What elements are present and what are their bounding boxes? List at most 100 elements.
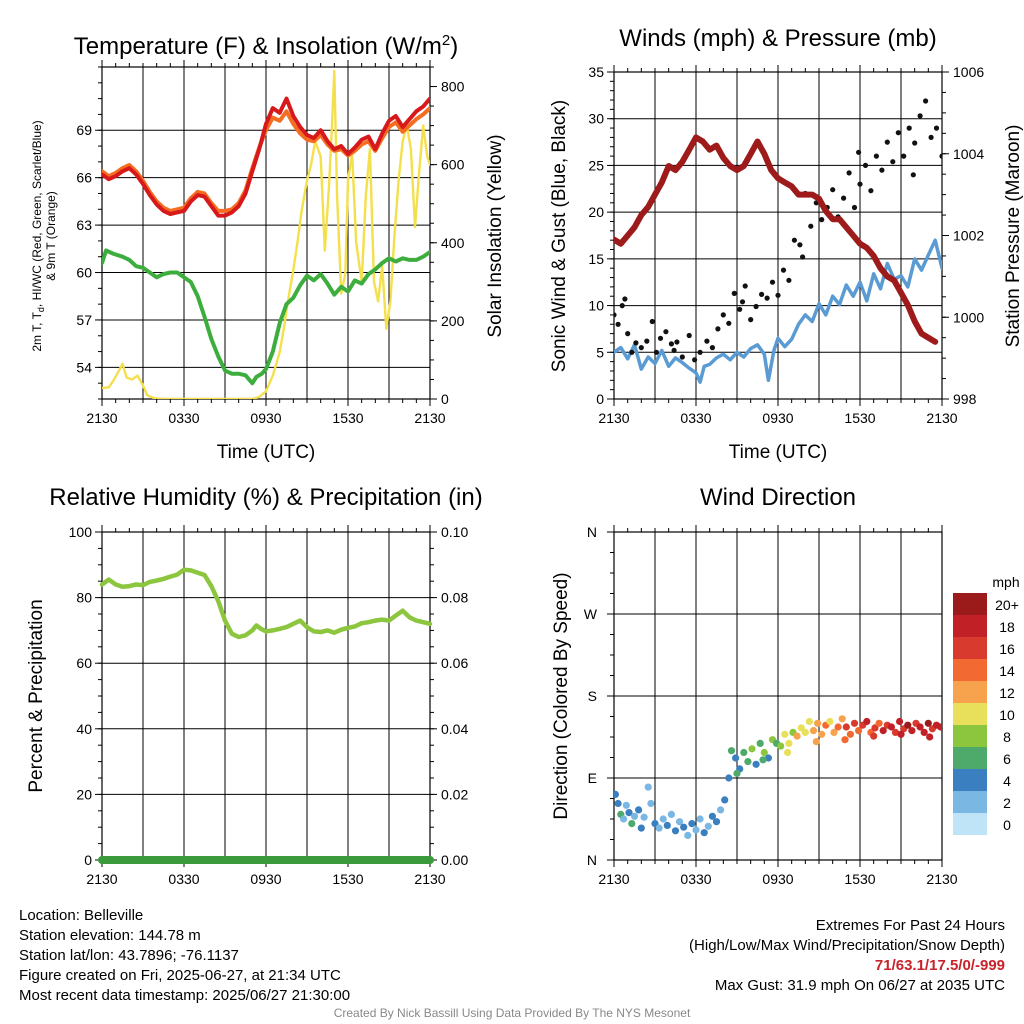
gust-point [841, 195, 847, 201]
gust-point [895, 130, 901, 136]
legend-label: 14 [999, 663, 1015, 679]
gust-point [657, 335, 664, 341]
legend-label: 20+ [995, 597, 1019, 613]
direction-point [727, 747, 736, 755]
gust-point [928, 134, 934, 140]
wind-left-y-tick-label: 5 [596, 344, 604, 360]
wind-speed-color-legend: mph 20+ 18 16 14 12 10 8 6 4 2 0 [953, 574, 1020, 835]
dir-x-tick-label: 2130 [926, 871, 957, 887]
direction-point [937, 723, 942, 731]
direction-point [818, 730, 826, 738]
humidity-left-axis-label: Percent & Precipitation [26, 599, 47, 792]
direction-point [740, 748, 748, 757]
gust-point [653, 349, 660, 355]
direction-point [841, 736, 849, 744]
dir-x-tick-label: 0930 [762, 871, 793, 887]
temp-right-y-tick-label: 0 [441, 391, 449, 407]
winds-panel-title: Winds (mph) & Pressure (mb) [619, 25, 936, 52]
gust-point [868, 188, 874, 194]
legend-title: mph [992, 574, 1019, 590]
legend-swatch [953, 791, 987, 813]
temp-x-tick-label: 0330 [168, 410, 199, 426]
direction-point [846, 730, 855, 738]
gust-point [686, 332, 692, 339]
direction-point [744, 758, 752, 766]
rh-left-y-tick-label: 20 [76, 786, 92, 802]
gust-point [780, 267, 787, 273]
dir-y-tick-label: S [588, 688, 597, 704]
gust-point [873, 153, 880, 159]
direction-point [756, 739, 764, 748]
wind-right-y-tick-label: 998 [953, 391, 977, 407]
wind-right-y-tick-label: 1004 [953, 146, 984, 162]
temp-left-y-tick-label: 54 [76, 359, 92, 375]
temp-x-tick-label: 0930 [250, 410, 281, 426]
direction-left-axis-label: Direction (Colored By Speed) [551, 572, 572, 819]
gust-point [619, 303, 625, 309]
gust-point [668, 341, 675, 347]
gust-point [769, 279, 776, 285]
direction-point [663, 821, 671, 830]
direction-point [924, 719, 932, 727]
rh-right-y-tick-label: 0.04 [441, 721, 468, 737]
gust-point [808, 223, 814, 229]
winds-x-axis-label: Time (UTC) [729, 442, 828, 463]
direction-point [760, 748, 768, 757]
dir-x-tick-label: 2130 [598, 871, 629, 887]
recent-data-text: Most recent data timestamp: 2025/06/27 2… [19, 987, 351, 1004]
direction-point [692, 826, 700, 834]
direction-point [614, 799, 622, 808]
dir-y-tick-label: N [587, 852, 597, 868]
temperature-panel-title: Temperature (F) & Insolation (W/m2) [74, 32, 458, 60]
wind-left-y-tick-label: 15 [588, 251, 604, 267]
temperature-x-axis-label: Time (UTC) [217, 442, 316, 463]
legend-swatch [953, 747, 987, 769]
direction-point [801, 728, 809, 737]
direction-point [655, 824, 663, 832]
dir-x-tick-label: 1530 [844, 871, 875, 887]
direction-point [785, 739, 793, 748]
direction-point [875, 719, 883, 727]
rh-left-y-tick-label: 40 [76, 721, 92, 737]
extremes-subtitle: (High/Low/Max Wind/Precipitation/Snow De… [689, 937, 1005, 954]
rh-right-y-tick-label: 0.02 [441, 786, 468, 802]
gust-point [917, 113, 923, 119]
direction-point [637, 824, 645, 832]
temp-left-y-tick-label: 66 [76, 170, 92, 186]
wind-left-y-tick-label: 0 [596, 391, 604, 407]
legend-swatch [953, 725, 987, 747]
legend-swatch [953, 659, 987, 681]
temp-x-tick-label: 2130 [414, 410, 445, 426]
wind-left-y-tick-label: 20 [588, 204, 604, 220]
gust-point [879, 167, 885, 173]
gust-point [857, 181, 863, 187]
direction-point [748, 745, 756, 753]
dir-y-tick-label: N [587, 524, 597, 540]
dir-x-tick-label: 0330 [680, 871, 711, 887]
gust-point [720, 312, 726, 318]
legend-swatch [953, 615, 987, 637]
direction-point [700, 829, 708, 837]
temp-left-y-tick-label: 60 [76, 265, 92, 281]
direction-point [834, 723, 842, 731]
gust-point [633, 340, 639, 346]
wind-left-y-tick-label: 35 [588, 64, 604, 80]
gust-point [697, 349, 703, 355]
gust-point [638, 345, 644, 351]
gust-point [856, 149, 862, 155]
direction-point [784, 748, 792, 757]
direction-point [688, 820, 696, 828]
legend-label: 16 [999, 641, 1015, 657]
humidity-series-layer [98, 567, 434, 864]
direction-point [647, 799, 655, 808]
direction-point [863, 717, 871, 726]
direction-point [842, 723, 850, 731]
temp-right-y-tick-label: 400 [441, 235, 465, 251]
direction-point [684, 831, 692, 840]
gust-point [753, 303, 759, 310]
relative-humidity-line [99, 567, 433, 640]
dewpoint-line [102, 248, 430, 386]
gust-point [764, 295, 770, 301]
direction-point [680, 823, 688, 831]
direction-point [908, 727, 916, 735]
